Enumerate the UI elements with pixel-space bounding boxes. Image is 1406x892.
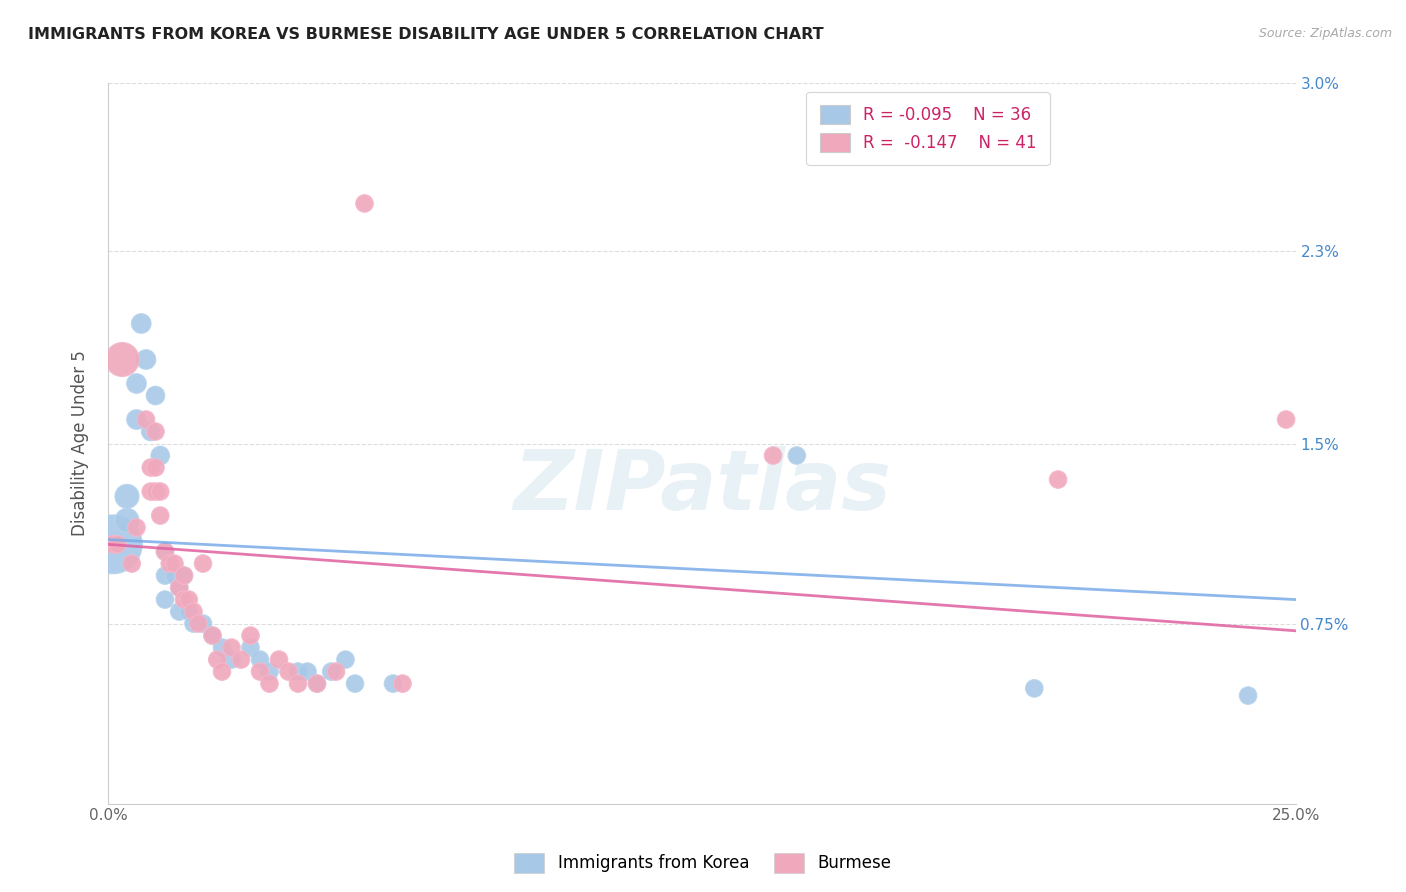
Point [786,449,808,463]
Point [321,665,343,679]
Point [207,652,229,666]
Point [391,676,413,690]
Point [249,665,271,679]
Point [229,652,252,666]
Text: Source: ZipAtlas.com: Source: ZipAtlas.com [1258,27,1392,40]
Point [145,388,167,402]
Point [111,352,134,367]
Point [149,508,172,523]
Point [135,352,157,367]
Point [139,425,162,439]
Point [173,592,195,607]
Point [325,665,347,679]
Point [277,665,299,679]
Point [239,640,262,655]
Point [125,412,148,426]
Point [129,317,152,331]
Point [177,592,200,607]
Point [107,537,129,551]
Point [239,629,262,643]
Point [191,616,214,631]
Text: IMMIGRANTS FROM KOREA VS BURMESE DISABILITY AGE UNDER 5 CORRELATION CHART: IMMIGRANTS FROM KOREA VS BURMESE DISABIL… [28,27,824,42]
Point [173,568,195,582]
Point [167,581,190,595]
Point [153,544,176,558]
Point [305,676,328,690]
Point [115,489,138,503]
Point [287,665,309,679]
Point [173,568,195,582]
Point [125,520,148,534]
Point [153,592,176,607]
Point [139,460,162,475]
Point [125,376,148,391]
Point [163,557,186,571]
Point [1047,473,1070,487]
Point [259,665,281,679]
Point [139,484,162,499]
Point [762,449,785,463]
Point [121,557,143,571]
Point [1275,412,1298,426]
Point [145,484,167,499]
Point [167,581,190,595]
Point [343,676,366,690]
Point [211,665,233,679]
Point [187,616,209,631]
Point [167,605,190,619]
Point [159,557,181,571]
Legend: R = -0.095    N = 36, R =  -0.147    N = 41: R = -0.095 N = 36, R = -0.147 N = 41 [806,92,1050,165]
Point [145,425,167,439]
Point [305,676,328,690]
Point [1024,681,1046,696]
Point [149,484,172,499]
Legend: Immigrants from Korea, Burmese: Immigrants from Korea, Burmese [508,847,898,880]
Point [211,640,233,655]
Text: ZIPatlas: ZIPatlas [513,446,891,527]
Point [382,676,405,690]
Point [221,652,243,666]
Point [153,544,176,558]
Point [135,412,157,426]
Point [287,676,309,690]
Point [221,640,243,655]
Point [177,605,200,619]
Y-axis label: Disability Age Under 5: Disability Age Under 5 [72,351,89,536]
Point [145,460,167,475]
Point [353,196,375,211]
Point [201,629,224,643]
Point [163,568,186,582]
Point [183,605,205,619]
Point [201,629,224,643]
Point [101,537,124,551]
Point [153,568,176,582]
Point [297,665,319,679]
Point [115,513,138,527]
Point [267,652,290,666]
Point [259,676,281,690]
Point [101,537,124,551]
Point [1237,689,1260,703]
Point [249,652,271,666]
Point [149,449,172,463]
Point [191,557,214,571]
Point [335,652,357,666]
Point [183,616,205,631]
